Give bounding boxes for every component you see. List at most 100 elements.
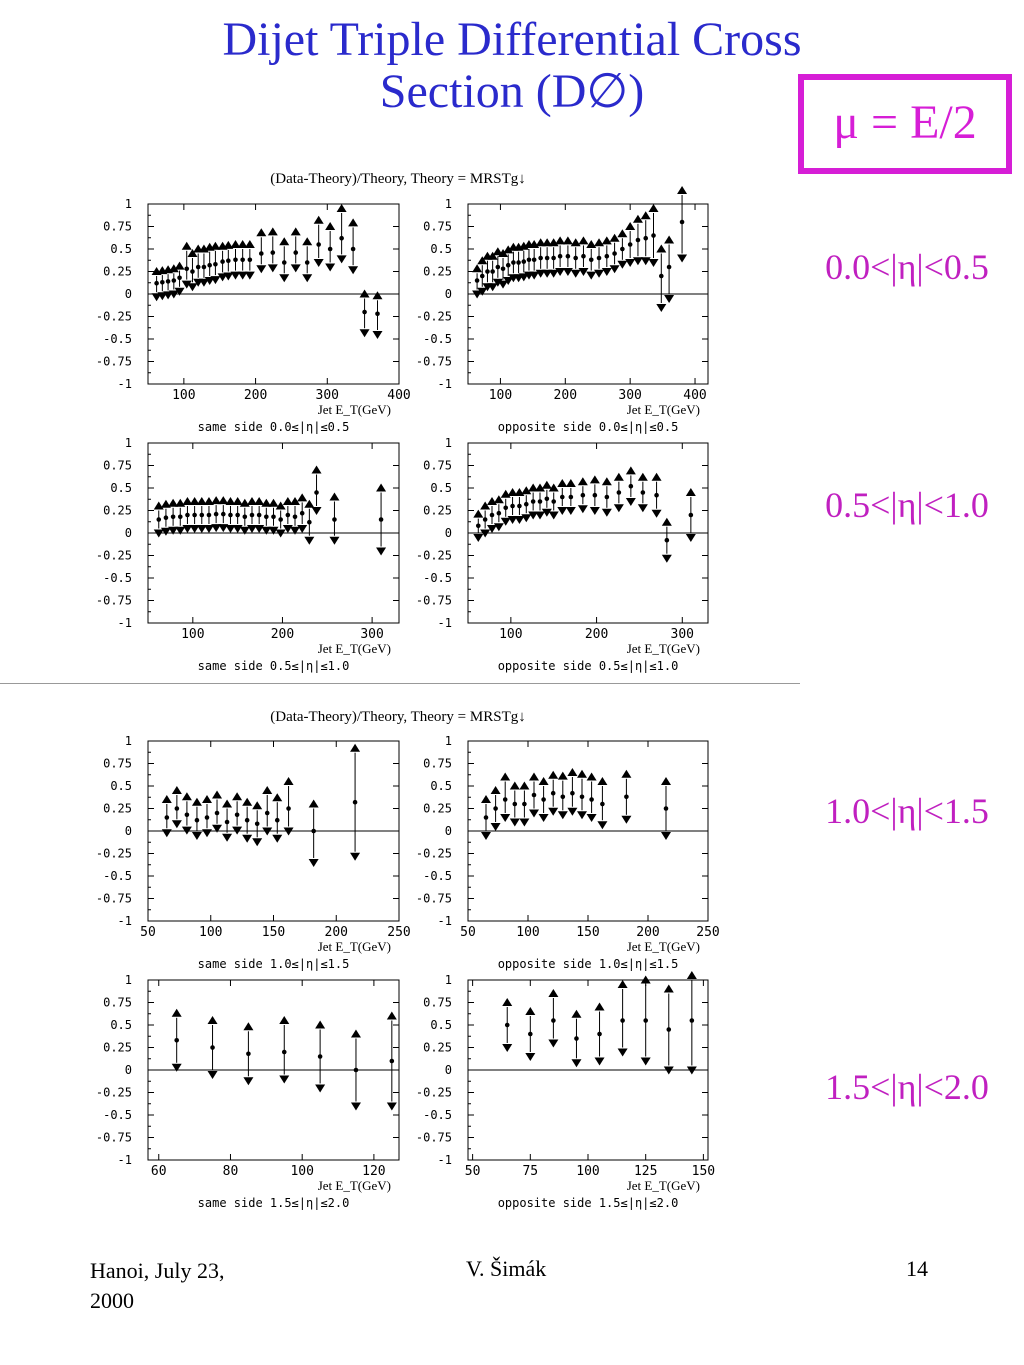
lower-band-marker (223, 272, 234, 281)
upper-band-marker (541, 480, 552, 489)
lower-band-marker (625, 498, 636, 506)
figure-title-bottom: (Data-Theory)/Theory, Theory = MRSTg↓ (270, 709, 525, 725)
y-tick-label: 0.5 (430, 242, 452, 256)
data-point (483, 815, 489, 820)
lower-band-marker (279, 1075, 290, 1084)
upper-band-marker (304, 499, 315, 508)
panel-6: 1 0.75 0.5 0.25 0 -0.25 -0.5 -0.75 -1 50 100 150 200… (416, 734, 720, 971)
lower-band-marker (507, 516, 518, 524)
data-point (612, 251, 617, 256)
lower-band-marker (567, 807, 578, 816)
lower-band-marker (204, 277, 215, 285)
upper-band-marker (586, 772, 597, 781)
upper-band-marker (207, 1016, 218, 1024)
y-tick-label: 0.25 (423, 504, 452, 518)
lower-band-marker (181, 280, 192, 289)
lower-band-marker (632, 257, 643, 266)
y-tick-label: -0.25 (416, 549, 452, 563)
lower-band-marker (664, 295, 675, 303)
slide-title-line2: Section (D∅) (379, 65, 645, 118)
lower-band-marker (268, 526, 279, 535)
data-point (154, 280, 159, 286)
panel-title: opposite side 1.0≤|η|≤1.5 (498, 957, 679, 971)
data-point (604, 494, 610, 500)
lower-band-marker (538, 814, 549, 822)
y-tick-label: -0.5 (103, 869, 132, 883)
lower-band-marker (555, 268, 566, 276)
data-point (375, 311, 380, 317)
y-tick-label: 0.25 (423, 265, 452, 279)
x-tick-label: 150 (692, 1164, 715, 1179)
x-tick-label: 150 (576, 925, 599, 940)
data-point (285, 512, 291, 518)
upper-band-marker (548, 770, 559, 779)
upper-band-marker (677, 186, 688, 194)
upper-band-marker (244, 240, 255, 248)
lower-band-marker (480, 529, 491, 538)
lower-band-marker (586, 271, 597, 280)
upper-band-marker (621, 769, 632, 778)
data-point (496, 510, 502, 516)
data-point (651, 233, 656, 238)
upper-band-marker (493, 495, 504, 504)
lower-band-marker (252, 838, 263, 847)
data-point (228, 512, 233, 518)
data-point (206, 512, 212, 518)
x-tick-label: 50 (140, 925, 156, 940)
y-tick-label: 1 (445, 197, 452, 211)
lower-band-marker (302, 274, 313, 283)
upper-band-marker (656, 244, 667, 253)
upper-band-marker (325, 222, 336, 230)
lower-band-marker (311, 507, 322, 515)
y-tick-label: 0.25 (103, 1041, 132, 1055)
lower-band-marker (609, 265, 620, 274)
lower-band-marker (661, 832, 671, 840)
lower-band-marker (500, 814, 511, 822)
lower-band-marker (171, 820, 182, 829)
lower-band-marker (290, 264, 301, 273)
upper-band-marker (548, 989, 559, 997)
data-point (664, 537, 670, 543)
y-tick-label: -0.25 (416, 1086, 452, 1100)
upper-band-marker (625, 222, 636, 230)
data-point (327, 246, 333, 252)
lower-band-marker (477, 287, 488, 296)
lower-band-marker (182, 525, 193, 533)
data-point (541, 797, 546, 802)
upper-band-marker (225, 497, 236, 505)
upper-band-marker (609, 233, 620, 242)
y-tick-label: 0.25 (103, 265, 132, 279)
upper-band-marker (664, 235, 675, 244)
data-point (592, 492, 598, 498)
lower-band-marker (225, 525, 236, 533)
y-tick-label: 0 (125, 526, 132, 540)
lower-band-marker (187, 283, 198, 292)
panel-title: opposite side 0.0≤|η|≤0.5 (498, 420, 679, 434)
lower-band-marker (313, 259, 324, 267)
upper-band-marker (498, 249, 509, 257)
data-point (502, 797, 508, 802)
x-tick-label: 100 (499, 627, 522, 642)
lower-band-marker (529, 809, 539, 818)
upper-band-marker (386, 1011, 397, 1020)
upper-band-marker (663, 984, 674, 993)
y-tick-label: 1 (125, 197, 132, 211)
upper-band-marker (632, 214, 643, 223)
lower-band-marker (246, 525, 257, 533)
x-tick-label: 300 (360, 627, 383, 642)
upper-band-marker (557, 771, 568, 780)
lower-band-marker (648, 259, 659, 267)
upper-band-marker (283, 777, 294, 785)
lower-band-marker (171, 1063, 182, 1072)
upper-band-marker (500, 772, 511, 781)
lower-band-marker (189, 525, 200, 533)
data-point (482, 517, 488, 522)
data-point (521, 259, 527, 264)
y-tick-label: 0.5 (110, 242, 132, 256)
upper-band-marker (648, 204, 659, 212)
data-point (565, 253, 571, 259)
panel-title: opposite side 1.5≤|η|≤2.0 (498, 1196, 679, 1210)
panel-5: 1 0.75 0.5 0.25 0 -0.25 -0.5 -0.75 -1 50 100 150 200… (96, 734, 411, 971)
y-tick-label: -0.75 (96, 892, 132, 906)
upper-band-marker (473, 509, 484, 518)
